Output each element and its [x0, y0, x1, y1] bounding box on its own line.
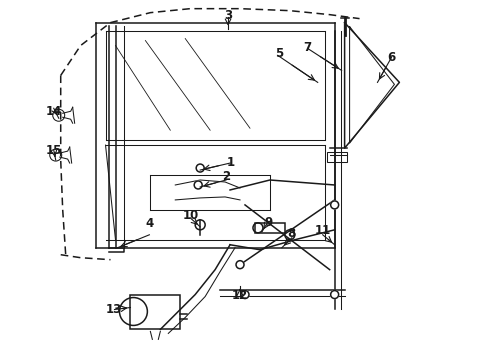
Text: 8: 8 [287, 226, 295, 239]
Bar [130, 294, 180, 329]
Text: 6: 6 [387, 51, 395, 64]
Text: 7: 7 [303, 41, 312, 54]
Text: 14: 14 [46, 105, 62, 118]
Text: 2: 2 [222, 170, 230, 183]
Text: 11: 11 [315, 224, 331, 237]
Circle shape [331, 201, 339, 209]
Circle shape [236, 261, 244, 269]
Bar [255, 223, 285, 233]
Text: 13: 13 [106, 303, 122, 316]
Text: 5: 5 [275, 47, 283, 60]
Text: 15: 15 [46, 144, 62, 157]
Circle shape [331, 291, 339, 298]
Circle shape [196, 164, 204, 172]
Text: 1: 1 [226, 156, 234, 168]
Bar [327, 152, 346, 162]
Text: 9: 9 [264, 216, 272, 229]
Circle shape [194, 181, 202, 189]
Text: 4: 4 [146, 216, 154, 230]
Text: 3: 3 [224, 9, 232, 22]
Circle shape [241, 291, 249, 298]
Text: 10: 10 [182, 209, 198, 222]
Text: 12: 12 [232, 289, 248, 302]
